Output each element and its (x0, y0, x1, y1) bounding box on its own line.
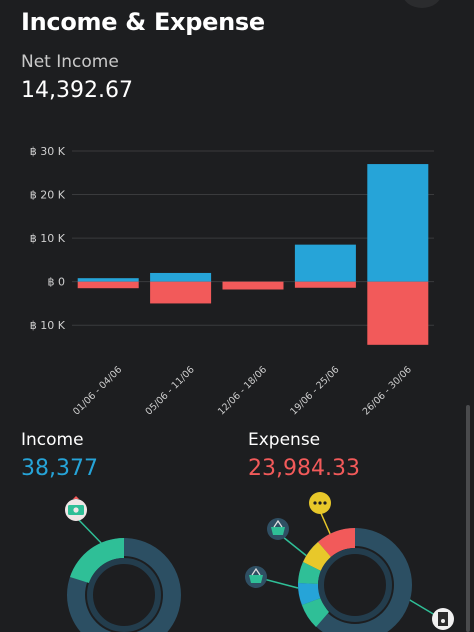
income-bar[interactable] (294, 244, 356, 282)
expense-bar[interactable] (367, 281, 429, 345)
x-category-label: 19/06 - 25/06 (288, 364, 341, 417)
expense-donut-segment[interactable] (303, 542, 331, 571)
y-tick-label: ฿ 0 (48, 276, 66, 289)
x-category-label: 05/06 - 11/06 (144, 364, 197, 417)
x-category-label: 26/06 - 30/06 (361, 364, 414, 417)
expense-donut-segment[interactable] (318, 528, 355, 557)
scrollbar[interactable] (466, 405, 470, 632)
income-expense-bar-chart: ฿ 30 K ฿ 20 K ฿ 10 K ฿ 0 ฿ 10 K 01/06 - 04/06… (30, 145, 434, 418)
net-income-label: Net Income (21, 52, 119, 72)
y-tick-label: ฿ 20 K (30, 189, 66, 202)
income-bar[interactable] (150, 272, 212, 282)
expense-label: Expense (248, 430, 321, 450)
expense-donut-segment[interactable] (297, 583, 321, 605)
shopping-basket-icon[interactable] (245, 566, 267, 588)
cash-icon[interactable] (65, 496, 87, 521)
income-bar[interactable] (367, 164, 429, 282)
expense-donut-segment[interactable] (302, 598, 329, 627)
expense-bar[interactable] (294, 281, 356, 288)
expense-donut-chart[interactable] (240, 485, 474, 632)
income-value: 38,377 (21, 456, 98, 481)
income-donut-segment[interactable] (70, 538, 124, 583)
shopping-basket-icon[interactable] (267, 518, 289, 540)
more-dots-icon[interactable] (309, 492, 331, 514)
expense-bar[interactable] (77, 281, 139, 289)
x-category-label: 12/06 - 18/06 (216, 364, 269, 417)
x-category-label: 01/06 - 04/06 (71, 364, 124, 417)
receipt-icon[interactable] (432, 608, 454, 630)
expense-bar[interactable] (222, 281, 284, 290)
overflow-menu-button[interactable] (402, 0, 442, 8)
y-tick-label: ฿ 10 K (30, 232, 66, 245)
expense-value: 23,984.33 (248, 456, 360, 481)
net-income-value: 14,392.67 (21, 78, 133, 103)
page-title: Income & Expense (21, 8, 265, 36)
income-bar[interactable] (77, 278, 139, 282)
income-donut-chart[interactable] (40, 495, 210, 632)
y-tick-label: ฿ 30 K (30, 145, 66, 158)
expense-bar[interactable] (150, 281, 212, 304)
income-label: Income (21, 430, 84, 450)
income-donut-inner-ring (87, 558, 161, 632)
expense-donut-segment[interactable] (298, 562, 321, 584)
expense-donut-inner-ring (318, 548, 392, 622)
y-tick-label: ฿ 10 K (30, 319, 66, 332)
